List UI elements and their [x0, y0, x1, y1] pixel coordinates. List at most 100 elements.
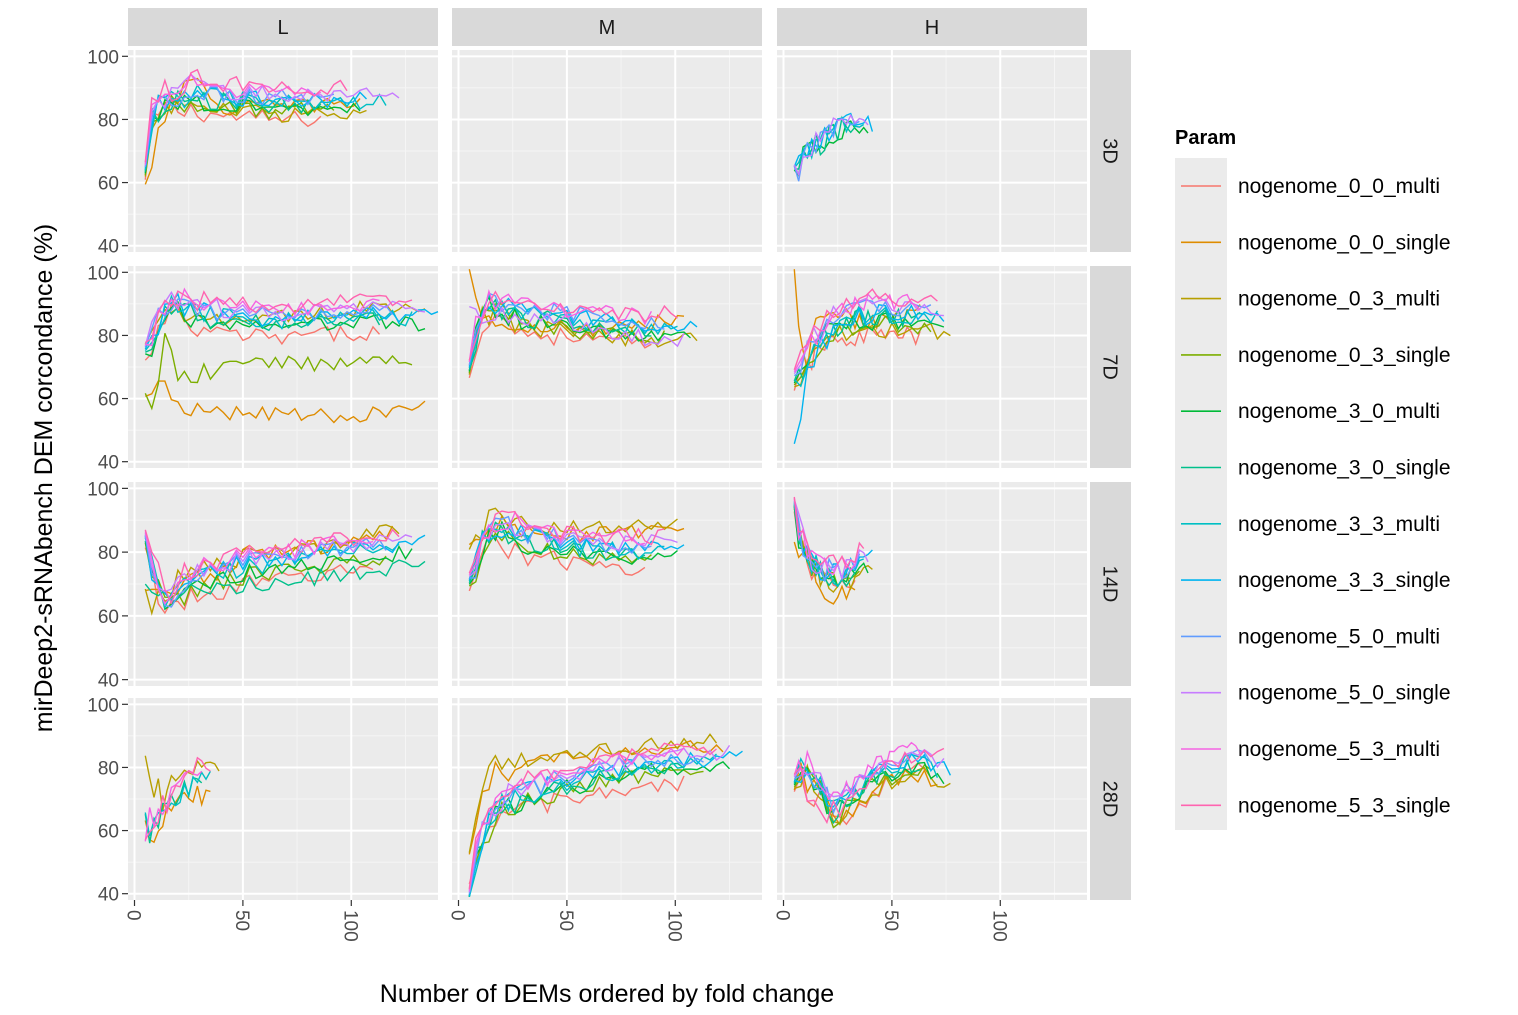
panel-series-M-7D — [468, 269, 698, 378]
series-line-nogenome_5_0_multi — [793, 500, 861, 582]
column-strip-label: H — [925, 17, 939, 39]
legend-title: Param — [1175, 127, 1236, 149]
legend-key-background — [1175, 158, 1227, 830]
series-line-nogenome_3_0_single — [468, 762, 685, 897]
strips-layer: L M H 3D 7D 14D 28D — [128, 8, 1131, 900]
series-line-nogenome_0_3_single — [144, 332, 413, 411]
series-line-nogenome_3_3_multi — [144, 537, 400, 610]
legend-label: nogenome_5_0_multi — [1238, 625, 1440, 648]
series-line-nogenome_3_0_multi — [468, 520, 678, 585]
series-line-nogenome_5_0_multi — [793, 118, 860, 182]
series-line-nogenome_5_0_multi — [469, 515, 652, 579]
legend-label: nogenome_5_0_single — [1238, 682, 1451, 705]
column-strip-label: M — [599, 17, 616, 39]
legend-item-nogenome_5_3_single: nogenome_5_3_single — [1181, 794, 1451, 817]
series-line-nogenome_0_3_single — [793, 315, 932, 386]
series-line-nogenome_5_3_single — [468, 290, 678, 361]
series-line-nogenome_5_3_single — [793, 288, 938, 371]
row-strip-28D: 28D — [1090, 698, 1131, 900]
series-line-nogenome_5_3_single — [144, 290, 413, 344]
y-tick-label: 60 — [98, 390, 119, 411]
legend-label: nogenome_3_0_single — [1238, 457, 1451, 480]
series-line-nogenome_5_0_multi — [468, 292, 665, 366]
series-line-nogenome_5_3_single — [793, 747, 945, 825]
row-strip-3D: 3D — [1090, 50, 1131, 252]
series-line-nogenome_0_3_multi — [144, 755, 220, 811]
legend-item-nogenome_0_3_single: nogenome_0_3_single — [1181, 344, 1451, 367]
series-line-nogenome_3_3_multi — [468, 293, 678, 369]
row-strip-7D: 7D — [1090, 266, 1131, 468]
y-axis-title: mirDeep2-sRNAbench DEM corcondance (%) — [30, 224, 58, 733]
series-line-nogenome_0_3_multi — [793, 508, 873, 593]
panel-H-7D — [777, 266, 1087, 468]
strip-background — [1090, 50, 1131, 252]
panel-series-M-14D — [468, 507, 685, 592]
series-line-nogenome_5_3_single — [468, 742, 717, 889]
legend-item-nogenome_0_3_multi: nogenome_0_3_multi — [1181, 288, 1440, 311]
series-line-nogenome_5_0_single — [793, 113, 869, 177]
x-tick-label: 100 — [339, 910, 360, 942]
panel-series-L-28D — [144, 755, 220, 844]
x-tick-label: 100 — [988, 910, 1009, 942]
y-tick-label: 100 — [87, 47, 119, 68]
axes-layer: 40 60 80 100 40 60 80 100 40 60 80 100 40 60 80 100 0 50 1… — [87, 47, 1009, 941]
y-tick-label: 100 — [87, 479, 119, 500]
series-line-nogenome_0_3_multi — [468, 733, 718, 853]
legend-item-nogenome_3_3_multi: nogenome_3_3_multi — [1181, 513, 1440, 536]
series-line-nogenome_3_3_multi — [468, 753, 717, 897]
panel-H-14D — [777, 482, 1087, 686]
x-tick-label: 50 — [231, 910, 252, 931]
legend-label: nogenome_5_3_multi — [1238, 738, 1440, 761]
series-line-nogenome_5_0_single — [144, 73, 400, 166]
legend-item-nogenome_3_0_multi: nogenome_3_0_multi — [1181, 400, 1440, 423]
x-tick-label: 50 — [555, 910, 576, 931]
panel-series-M-28D — [468, 733, 743, 897]
row-strip-label: 3D — [1099, 138, 1121, 164]
series-line-nogenome_3_3_multi — [144, 83, 387, 171]
series-line-nogenome_5_0_multi — [144, 534, 387, 608]
panel-M-7D — [452, 266, 762, 468]
series-line-nogenome_5_0_multi — [144, 298, 394, 348]
series-line-nogenome_5_3_multi — [144, 531, 374, 605]
series-line-nogenome_5_0_single — [793, 748, 945, 798]
panels-layer — [128, 50, 1087, 900]
x-tick-label: 50 — [880, 910, 901, 931]
y-tick-label: 80 — [98, 543, 119, 564]
legend-item-nogenome_0_0_multi: nogenome_0_0_multi — [1181, 175, 1440, 198]
series-line-nogenome_3_3_single — [794, 752, 952, 808]
series-line-nogenome_0_0_single — [144, 785, 211, 844]
legend-label: nogenome_0_3_single — [1238, 344, 1451, 367]
legend-item-nogenome_3_0_single: nogenome_3_0_single — [1181, 457, 1451, 480]
y-tick-label: 60 — [98, 607, 119, 628]
legend-item-nogenome_5_3_multi: nogenome_5_3_multi — [1181, 738, 1440, 761]
legend-entries: nogenome_0_0_multi nogenome_0_0_singlenog… — [1181, 175, 1451, 817]
y-tick-label: 60 — [98, 822, 119, 843]
x-axis-title: Number of DEMs ordered by fold change — [380, 980, 834, 1008]
column-strip-H: H — [777, 8, 1087, 46]
series-line-nogenome_0_0_single — [144, 77, 361, 185]
series-line-nogenome_0_3_single — [144, 94, 335, 175]
panel-series-H-3D — [793, 112, 874, 182]
row-strip-label: 14D — [1099, 566, 1121, 603]
x-tick-label: 0 — [447, 910, 468, 921]
strip-background — [1090, 482, 1131, 686]
panel-H-3D — [777, 50, 1087, 252]
panel-series-L-7D — [144, 287, 439, 424]
series-line-nogenome_5_3_multi — [468, 747, 685, 891]
series-line-nogenome_3_3_single — [468, 523, 685, 580]
y-tick-label: 40 — [98, 453, 119, 474]
panel-L-28D — [128, 698, 438, 900]
legend-label: nogenome_0_3_multi — [1238, 288, 1440, 311]
panel-L-3D — [128, 50, 438, 252]
series-line-nogenome_0_0_multi — [144, 547, 374, 615]
series-line-nogenome_5_0_single — [468, 521, 678, 577]
column-strip-label: L — [277, 17, 288, 39]
row-strip-14D: 14D — [1090, 482, 1131, 686]
y-tick-label: 40 — [98, 671, 119, 692]
series-line-nogenome_5_3_single — [793, 496, 865, 570]
panel-M-3D — [452, 50, 762, 252]
series-line-nogenome_3_0_single — [144, 559, 426, 604]
series-line-nogenome_0_3_multi — [468, 507, 678, 550]
legend-label: nogenome_3_3_single — [1238, 569, 1451, 592]
y-tick-label: 40 — [98, 237, 119, 258]
